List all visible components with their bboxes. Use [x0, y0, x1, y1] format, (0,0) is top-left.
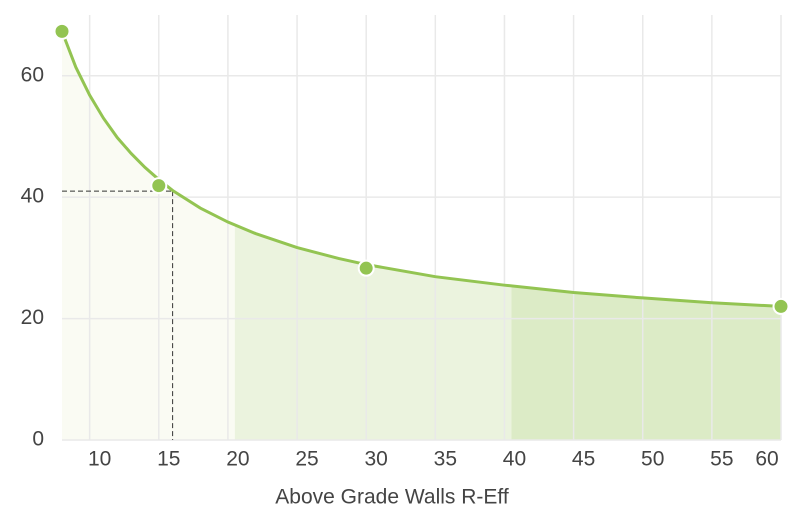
region: [234, 224, 512, 440]
data-point: [357, 259, 375, 277]
x-tick-label: 20: [226, 448, 249, 471]
curve: [60, 30, 782, 308]
y-tick-label: 60: [21, 63, 44, 86]
x-tick-label: 35: [434, 448, 457, 471]
x-tick-label: 30: [365, 448, 388, 471]
y-tick-label: 20: [21, 306, 44, 329]
x-tick-label: 10: [88, 448, 111, 471]
x-tick-label: 45: [572, 448, 595, 471]
x-tick-label: 25: [295, 448, 318, 471]
x-tick-label: 50: [641, 448, 664, 471]
data-point: [150, 177, 168, 195]
y-tick-label: 40: [21, 185, 44, 208]
x-tick-label: 15: [157, 448, 180, 471]
region: [511, 285, 781, 440]
x-tick-label: 40: [503, 448, 526, 471]
data-point: [772, 297, 790, 315]
x-tick-label: 55: [710, 448, 733, 471]
y-tick-label: 0: [32, 428, 44, 451]
x-tick-label: 60: [755, 448, 778, 471]
region: [62, 31, 235, 441]
data-point: [53, 22, 71, 40]
x-axis-label: Above Grade Walls R-Eff: [275, 486, 509, 509]
